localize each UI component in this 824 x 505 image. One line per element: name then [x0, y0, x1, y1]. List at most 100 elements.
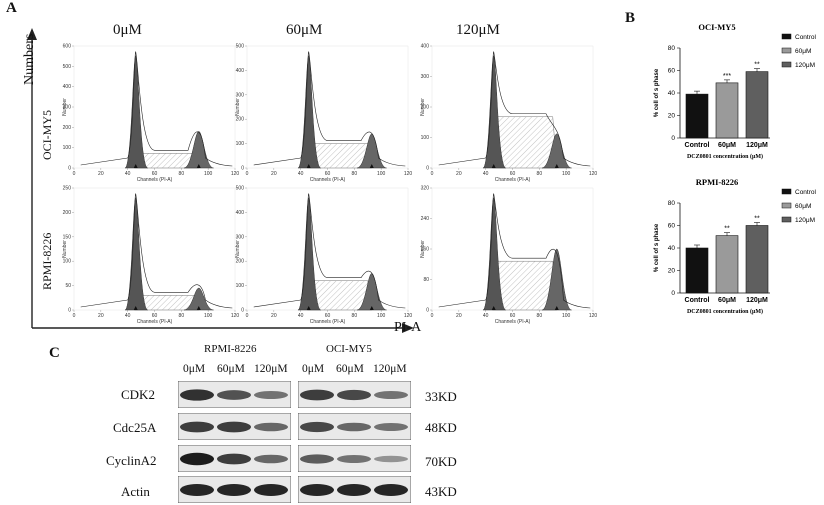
- hist-y-tick: 100: [63, 259, 72, 265]
- hist-y-label: Number: [420, 240, 426, 258]
- hist-y-tick: 0: [68, 308, 71, 314]
- blot-band: [337, 422, 371, 432]
- hist-x-tick: 20: [271, 171, 277, 177]
- histogram-oci-60: 500 400 300 200 100 0 0 20 40 60 80 100 120 Channels …: [233, 38, 413, 190]
- blot-band: [217, 390, 251, 400]
- bar-y-tick: 40: [668, 245, 676, 252]
- hist-x-label: Channels (PI-A): [495, 319, 531, 325]
- legend-label: Control: [795, 189, 817, 196]
- bar-category-label: 60μM: [718, 297, 736, 304]
- wb-dose-rpmi-120: 120μM: [254, 363, 288, 375]
- hist-y-tick: 200: [236, 259, 245, 265]
- hist-x-tick: 120: [404, 313, 413, 319]
- bar: [715, 82, 739, 139]
- hist-y-tick: 150: [63, 234, 72, 240]
- wb-dose-oci-60: 60μM: [336, 363, 364, 375]
- bar-category-label: 120μM: [746, 297, 768, 304]
- hist-x-tick: 40: [125, 171, 131, 177]
- bar-y-label: % cell of s phase: [654, 223, 660, 272]
- wb-dose-rpmi-60: 60μM: [217, 363, 245, 375]
- blot-cyclina2-oci: [298, 445, 411, 472]
- hist-x-tick: 20: [271, 313, 277, 319]
- wb-dose-rpmi-0: 0μM: [183, 363, 206, 375]
- hist-x-tick: 100: [562, 171, 571, 177]
- size-label-cyclina2: 70KD: [425, 454, 457, 469]
- hist-x-tick: 120: [589, 171, 598, 177]
- row-label-oci: OCI-MY5: [40, 110, 54, 160]
- legend-label: 120μM: [795, 217, 815, 224]
- bar-category-label: 120μM: [746, 142, 768, 149]
- hist-y-tick: 250: [63, 186, 72, 192]
- hist-y-tick: 200: [236, 117, 245, 123]
- hist-x-tick: 20: [98, 313, 104, 319]
- legend-label: 60μM: [795, 203, 811, 210]
- blot-band: [217, 484, 251, 496]
- wb-dose-oci-120: 120μM: [373, 363, 407, 375]
- hist-y-tick: 0: [241, 308, 244, 314]
- blot-band: [337, 454, 371, 464]
- row-label-rpmi: RPMI-8226: [40, 232, 54, 290]
- hist-x-label: Channels (PI-A): [137, 319, 173, 325]
- hist-x-tick: 120: [231, 171, 240, 177]
- hist-x-tick: 60: [152, 171, 158, 177]
- significance-mark: **: [754, 62, 760, 69]
- hist-y-tick: 500: [63, 64, 72, 70]
- blot-cdc25a-oci: [298, 413, 411, 440]
- blot-band: [254, 390, 288, 400]
- panel-b-letter: B: [625, 10, 636, 26]
- panel-a-axes: [27, 28, 414, 333]
- hist-y-tick: 320: [421, 186, 430, 192]
- histogram-rpmi-0: 250 200 150 100 50 0 0 20 40 60 80 100 120 Channels (…: [60, 180, 240, 332]
- hist-y-label: Number: [62, 98, 68, 116]
- protein-label-cdk2: CDK2: [121, 387, 155, 402]
- blot-band: [254, 484, 288, 496]
- blot-band: [180, 452, 214, 466]
- hist-y-label: Number: [235, 240, 241, 258]
- hist-y-tick: 200: [63, 210, 72, 216]
- blot-band: [300, 484, 334, 496]
- hist-x-tick: 80: [537, 313, 543, 319]
- x-axis-label: PI-A: [394, 320, 422, 335]
- hist-y-label: Number: [62, 240, 68, 258]
- hist-x-tick: 100: [204, 313, 213, 319]
- hist-x-tick: 80: [352, 313, 358, 319]
- bar-category-label: 60μM: [718, 142, 736, 149]
- bar-y-tick: 20: [668, 268, 676, 275]
- hist-x-tick: 60: [152, 313, 158, 319]
- hist-y-tick: 80: [423, 277, 429, 283]
- legend-swatch: [781, 188, 792, 195]
- hist-x-tick: 40: [125, 313, 131, 319]
- blot-cdk2-oci: [298, 381, 411, 408]
- hist-y-tick: 500: [236, 186, 245, 192]
- hist-y-tick: 500: [236, 44, 245, 50]
- bar-y-tick: 80: [668, 200, 676, 207]
- blot-band: [337, 484, 371, 496]
- hist-x-tick: 100: [204, 171, 213, 177]
- blot-band: [217, 421, 251, 433]
- bar: [685, 93, 709, 139]
- protein-label-cdc25a: Cdc25A: [113, 420, 157, 435]
- bar: [685, 247, 709, 294]
- blot-band: [180, 389, 214, 401]
- hist-y-tick: 400: [421, 44, 430, 50]
- hist-x-tick: 0: [246, 313, 249, 319]
- bar-category-label: Control: [685, 142, 710, 149]
- bar-y-tick: 80: [668, 45, 676, 52]
- dose-label-60: 60μM: [286, 22, 323, 38]
- hist-y-tick: 400: [63, 84, 72, 90]
- hist-y-tick: 600: [63, 44, 72, 50]
- bar-chart-title: OCI-MY5: [698, 22, 735, 32]
- bar-y-tick: 40: [668, 90, 676, 97]
- significance-mark: **: [724, 226, 730, 233]
- hist-x-label: Channels (PI-A): [310, 177, 346, 183]
- bar-chart-rpmi: RPMI-8226 0 20 40 60 80 % cell of s phase Contr…: [640, 175, 820, 330]
- legend-label: 120μM: [795, 62, 815, 69]
- legend-swatch: [781, 33, 792, 40]
- hist-y-tick: 240: [421, 216, 430, 222]
- bar-category-label: Control: [685, 297, 710, 304]
- hist-x-tick: 80: [352, 171, 358, 177]
- significance-mark: **: [754, 216, 760, 223]
- blot-band: [300, 454, 334, 464]
- hist-x-tick: 60: [510, 171, 516, 177]
- protein-label-cyclina2: CyclinA2: [106, 453, 157, 468]
